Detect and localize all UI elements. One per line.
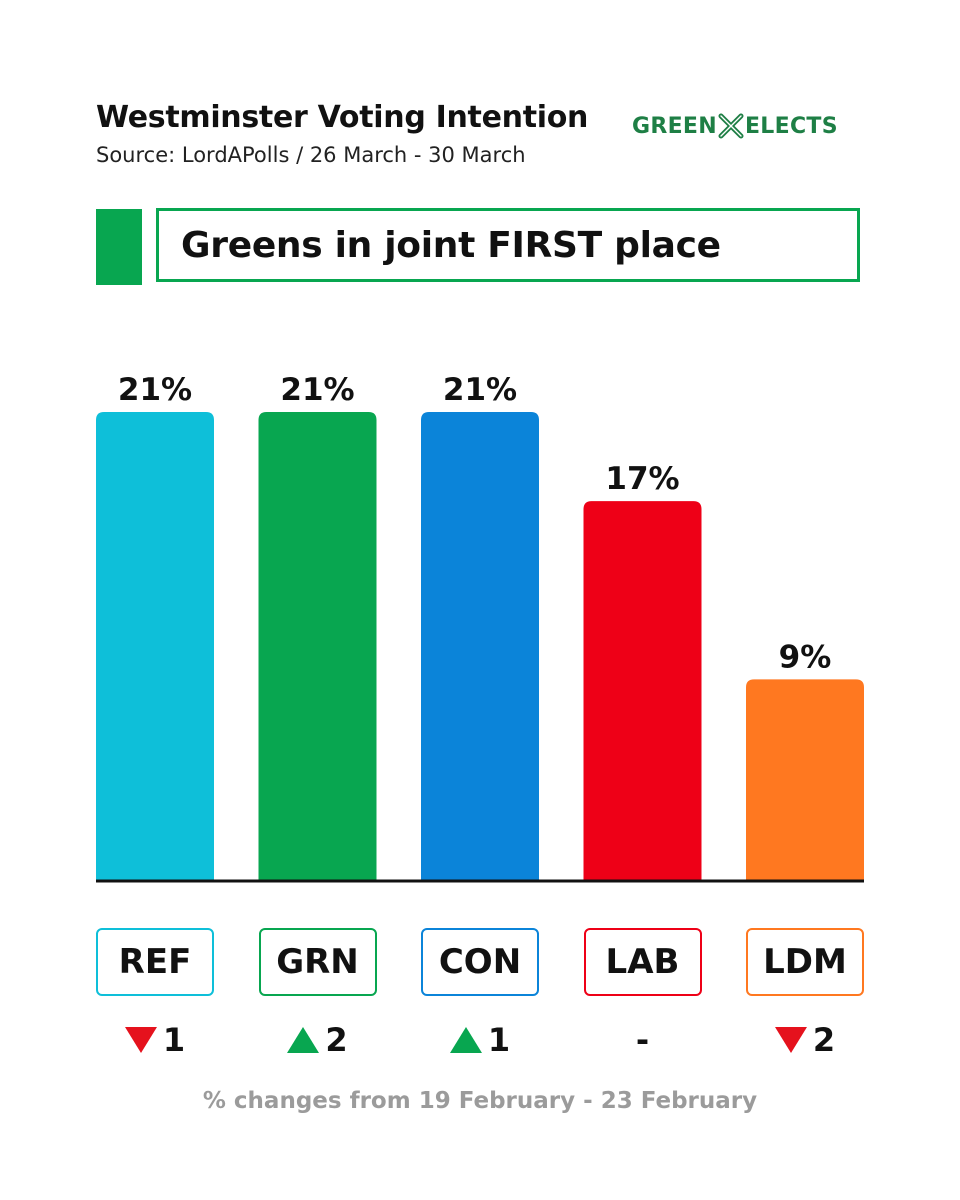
triangle-down-icon <box>774 1027 807 1053</box>
cross-mark-icon <box>718 113 744 139</box>
bar-lab <box>583 501 702 880</box>
headline-accent-block <box>96 209 142 285</box>
change-footnote: % changes from 19 February - 23 February <box>202 1088 758 1114</box>
change-value: 2 <box>812 1021 836 1059</box>
change-value: 2 <box>325 1021 348 1059</box>
chart-source: Source: LordAPolls / 26 March - 30 March <box>96 143 526 167</box>
change-value: 1 <box>162 1021 186 1059</box>
party-label-con: CON <box>421 928 539 996</box>
change-value: - <box>635 1021 650 1059</box>
triangle-down-icon <box>124 1027 157 1053</box>
value-label-ldm: 9% <box>779 639 832 675</box>
bar-grn <box>258 412 377 880</box>
headline-text: Greens in joint FIRST place <box>181 224 721 266</box>
logo-text-elects: ELECTS <box>744 113 838 139</box>
value-label-lab: 17% <box>605 461 679 497</box>
change-value: 1 <box>487 1021 511 1059</box>
bar-ref <box>96 412 214 880</box>
party-label-lab: LAB <box>583 928 702 996</box>
triangle-up-icon <box>287 1027 320 1053</box>
change-con: 1 <box>421 1020 539 1060</box>
party-label-ldm: LDM <box>746 928 864 996</box>
green-elects-logo: GREEN ELECTS <box>632 113 838 139</box>
change-ldm: 2 <box>746 1020 864 1060</box>
logo-text-green: GREEN <box>632 113 717 139</box>
headline-box: Greens in joint FIRST place <box>156 208 860 282</box>
change-lab: - <box>584 1020 702 1060</box>
triangle-up-icon <box>449 1027 482 1053</box>
change-ref: 1 <box>96 1020 214 1060</box>
change-grn: 2 <box>259 1020 377 1060</box>
party-label-grn: GRN <box>258 928 377 996</box>
value-label-ref: 21% <box>118 372 192 408</box>
bar-ldm <box>746 679 864 880</box>
value-label-con: 21% <box>443 372 517 408</box>
bar-con <box>421 412 539 880</box>
party-label-ref: REF <box>96 928 214 996</box>
value-label-grn: 21% <box>280 372 354 408</box>
chart-title: Westminster Voting Intention <box>96 100 589 135</box>
